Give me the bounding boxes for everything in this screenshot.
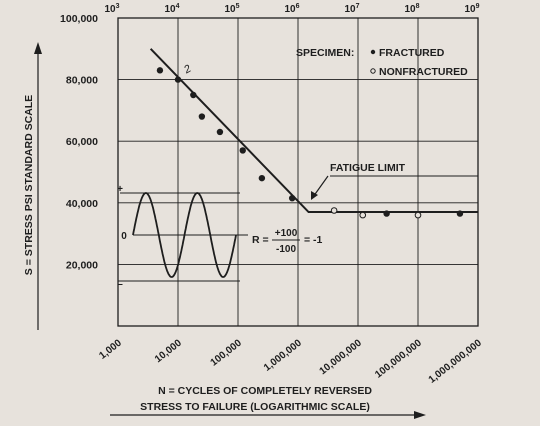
- r-ratio-denominator: -100: [276, 244, 296, 255]
- x-tick-label: 1,000,000,000: [427, 337, 485, 385]
- fractured-point: [190, 91, 197, 99]
- plot-border: [117, 17, 479, 327]
- x-tick-top-label: 107: [344, 3, 359, 15]
- x-tick-top-label: 103: [104, 3, 119, 15]
- x-tick-label: 1,000,000: [262, 337, 304, 373]
- legend-nonfractured-symbol: [370, 68, 376, 74]
- fractured-point: [239, 147, 246, 154]
- fractured-point: [258, 174, 266, 182]
- fatigue-limit-arrow: [312, 175, 329, 198]
- legend-fractured-label: FRACTURED: [379, 47, 445, 59]
- x-tick-label: 1,000: [97, 337, 124, 361]
- wave-zero: 0: [121, 231, 127, 242]
- legend-fractured-symbol: [370, 49, 376, 55]
- data-points: [156, 67, 464, 219]
- fatigue-limit-label: FATIGUE LIMIT: [330, 162, 406, 174]
- x-tick-top-label: 104: [164, 3, 179, 15]
- wave-minus: –: [117, 279, 123, 290]
- x-tick-top-label: 109: [464, 3, 479, 15]
- x-axis-arrowhead: [414, 411, 426, 419]
- nonfractured-point: [414, 211, 422, 219]
- y-tick-label: 20,000: [66, 259, 98, 271]
- r-ratio-value: = -1: [304, 234, 323, 246]
- r-ratio-numerator: +100: [275, 228, 298, 239]
- y-tick-label: 40,000: [66, 198, 98, 210]
- y-tick-label: 60,000: [66, 136, 98, 148]
- nonfractured-point: [359, 211, 367, 219]
- legend-nonfractured-label: NONFRACTURED: [379, 66, 468, 78]
- fractured-point: [198, 113, 206, 120]
- y-tick-label: 100,000: [60, 13, 98, 25]
- fractured-point: [288, 194, 296, 202]
- stress-wave: [132, 192, 237, 278]
- x-tick-label: 10,000,000: [318, 337, 365, 377]
- x-tick-label: 100,000: [209, 337, 245, 368]
- fatigue-limit-arrowhead: [311, 191, 318, 200]
- fractured-point: [174, 76, 182, 83]
- r-ratio-label: R =: [252, 234, 269, 246]
- x-axis-title-line1: N = CYCLES OF COMPLETELY REVERSED: [158, 385, 372, 397]
- nonfractured-point: [330, 207, 338, 214]
- y-axis-title: S = STRESS PSI STANDARD SCALE: [23, 95, 35, 275]
- fractured-point: [383, 210, 390, 217]
- tick-labels: 103 104 105 106 107 108 109 1,000 10,000 100,000 1…: [60, 3, 484, 386]
- axis-titles: S = STRESS PSI STANDARD SCALE N = CYCLES …: [23, 42, 426, 419]
- sn-curve-line: [149, 48, 478, 214]
- sn-curve: [149, 48, 478, 214]
- y-axis-arrowhead: [34, 42, 42, 54]
- curve-mark: 2: [181, 63, 193, 77]
- fractured-point: [216, 128, 224, 136]
- x-tick-top-label: 108: [404, 3, 419, 15]
- fractured-point: [456, 210, 464, 217]
- x-tick-top-label: 106: [284, 3, 299, 15]
- annotations: 2 SPECIMEN: FRACTURED NONFRACTURED FATIGUE L…: [117, 47, 478, 290]
- y-tick-label: 80,000: [66, 75, 98, 87]
- plot-frame: [117, 17, 479, 327]
- x-tick-label: 100,000,000: [373, 337, 424, 380]
- x-tick-top-label: 105: [224, 3, 239, 15]
- x-tick-label: 10,000: [153, 337, 184, 365]
- grid-lines: [118, 18, 478, 326]
- wave-plus: +: [117, 184, 123, 195]
- fractured-point: [156, 67, 164, 74]
- legend-title: SPECIMEN:: [296, 47, 354, 59]
- x-axis-title-line2: STRESS TO FAILURE (LOGARITHMIC SCALE): [140, 401, 370, 413]
